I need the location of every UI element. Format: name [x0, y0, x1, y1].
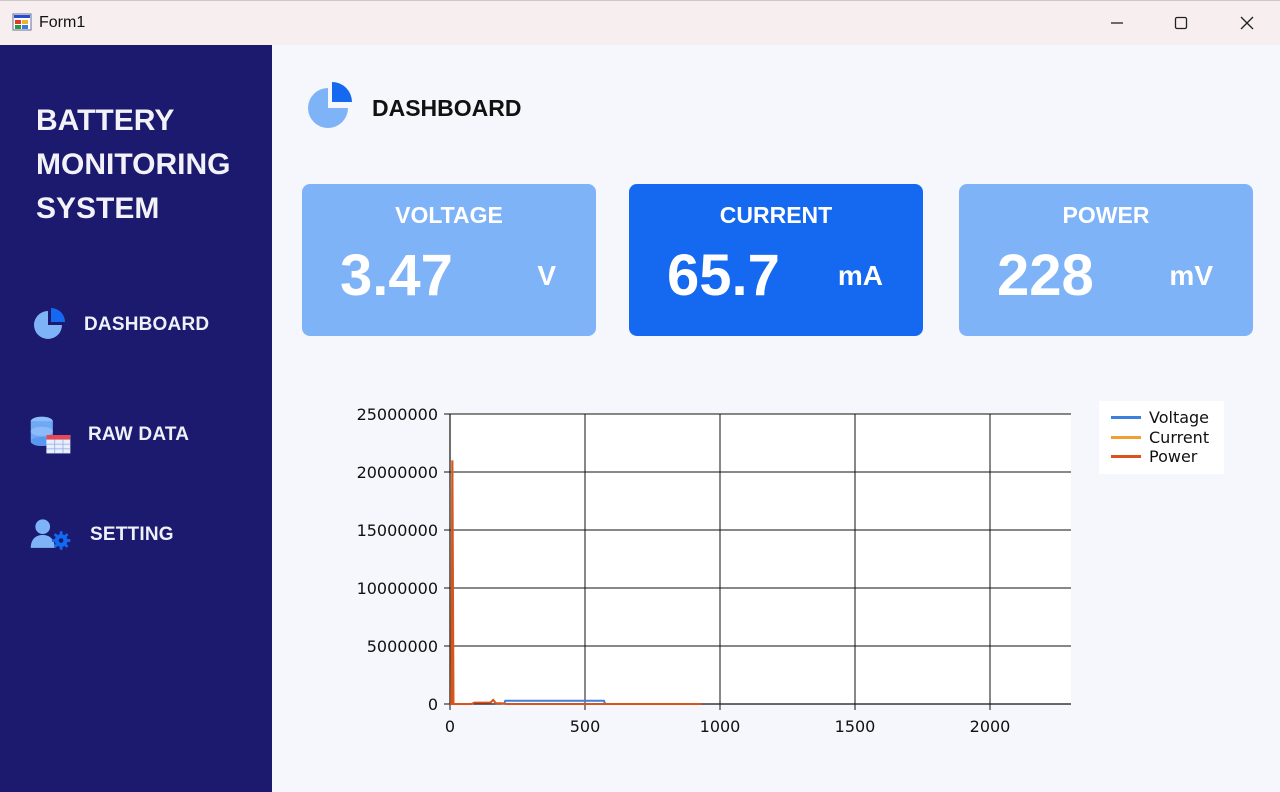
brand-line: SYSTEM	[36, 192, 160, 225]
pie-chart-icon	[28, 303, 74, 347]
database-table-icon	[28, 413, 74, 457]
line-chart: 0 5000000 10000000 15000000 20000000 25000000…	[357, 405, 1071, 736]
page-title: DASHBOARD	[372, 94, 522, 121]
card-unit: V	[537, 260, 556, 291]
card-label: CURRENT	[719, 202, 833, 228]
legend-swatch	[1111, 435, 1141, 439]
series-line-power	[450, 460, 702, 705]
y-tick-label: 10000000	[357, 579, 438, 598]
y-tick-label: 0	[428, 695, 438, 714]
sidebar-item-label: DASHBOARD	[84, 314, 210, 335]
window-title: Form1	[39, 14, 86, 31]
voltage-value: 3.47	[340, 243, 453, 308]
legend-swatch	[1111, 415, 1141, 419]
pie-chart-icon	[308, 82, 352, 128]
voltage-card: VOLTAGE 3.47 V	[302, 184, 596, 336]
brand-title: BATTERY MONITORING SYSTEM	[36, 99, 230, 231]
maximize-button[interactable]	[1158, 1, 1204, 45]
y-tick-label: 5000000	[367, 637, 438, 656]
sidebar-item-dashboard[interactable]: DASHBOARD	[28, 303, 209, 347]
chart-area: 0 5000000 10000000 15000000 20000000 25000000…	[340, 398, 1240, 746]
plot-background	[450, 414, 1071, 704]
legend-item-voltage: Voltage	[1111, 407, 1209, 427]
minimize-button[interactable]	[1094, 1, 1140, 45]
legend-item-current: Current	[1111, 427, 1209, 447]
power-value: 228	[997, 243, 1094, 308]
legend-swatch	[1111, 454, 1141, 458]
y-tick-label: 25000000	[357, 405, 438, 424]
y-tick-label: 15000000	[357, 521, 438, 540]
maximize-icon	[1174, 16, 1188, 30]
legend-label: Voltage	[1149, 407, 1210, 427]
x-tick-label: 1500	[835, 717, 876, 736]
brand-line: MONITORING	[36, 148, 231, 181]
series-line-voltage	[503, 699, 607, 705]
brand-line: BATTERY	[36, 104, 175, 137]
sidebar-item-label: RAW DATA	[88, 424, 190, 445]
legend-item-power: Power	[1111, 446, 1197, 466]
legend-label: Power	[1149, 446, 1198, 466]
minimize-icon	[1111, 22, 1123, 24]
x-tick-label: 1000	[700, 717, 741, 736]
current-value: 65.7	[667, 243, 780, 308]
sidebar-item-setting[interactable]: SETTING	[28, 513, 174, 557]
card-unit: mA	[837, 260, 883, 291]
card-unit: mV	[1169, 260, 1213, 291]
close-button[interactable]	[1224, 1, 1270, 45]
form-app-icon	[12, 13, 32, 31]
y-tick-label: 20000000	[357, 463, 438, 482]
page-header: DASHBOARD	[302, 80, 522, 136]
current-card: CURRENT 65.7 mA	[629, 184, 923, 336]
x-tick-label: 2000	[970, 717, 1011, 736]
sidebar-item-raw-data[interactable]: RAW DATA	[28, 413, 189, 457]
power-card: POWER 228 mV	[959, 184, 1253, 336]
window-titlebar: Form1	[0, 0, 1280, 45]
x-tick-label: 500	[570, 717, 601, 736]
card-label: POWER	[1062, 202, 1150, 228]
x-tick-label: 0	[445, 717, 455, 736]
user-settings-icon	[28, 513, 74, 557]
legend-label: Current	[1149, 427, 1210, 447]
card-label: VOLTAGE	[395, 202, 503, 228]
close-icon	[1240, 16, 1254, 30]
sidebar: BATTERY MONITORING SYSTEM DASHBOARD	[0, 45, 272, 792]
chart-legend: Voltage Current Power	[1099, 401, 1224, 474]
sidebar-item-label: SETTING	[90, 524, 174, 545]
